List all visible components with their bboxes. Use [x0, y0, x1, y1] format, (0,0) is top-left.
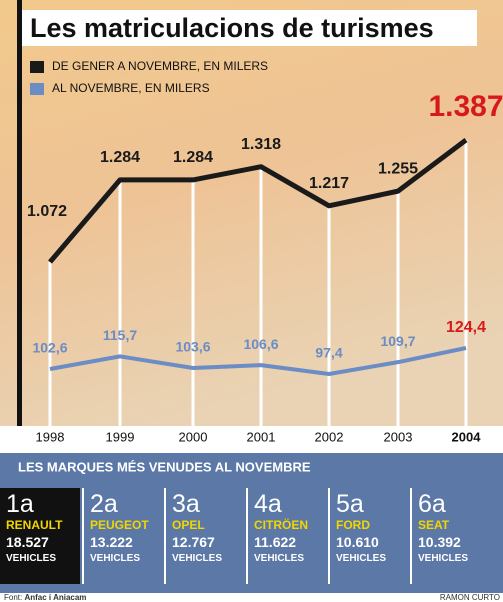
data-label: 124,4	[446, 319, 486, 336]
x-tick-label: 2003	[384, 429, 413, 444]
vehicle-count: 10.610	[336, 533, 408, 551]
infographic: Les matriculacions de turismes LES MARQU…	[0, 0, 503, 602]
data-label: 106,6	[243, 336, 278, 352]
legend-swatch	[30, 83, 44, 95]
ranking-title: LES MARQUES MÉS VENUDES AL NOVEMBRE	[18, 459, 311, 474]
brand: SEAT	[418, 518, 490, 533]
data-label: 1.387	[428, 90, 503, 123]
data-label: 97,4	[315, 345, 342, 361]
data-label: 115,7	[103, 327, 137, 343]
x-tick-label: 2000	[179, 429, 208, 444]
brand: RENAULT	[6, 518, 80, 533]
x-tick-label: 2004	[452, 429, 482, 444]
vehicle-count: 13.222	[90, 533, 162, 551]
x-tick-label: 2001	[247, 429, 276, 444]
brand: OPEL	[172, 518, 244, 533]
rank: 1a	[6, 490, 80, 518]
unit: VEHICLES	[6, 551, 80, 567]
unit: VEHICLES	[172, 551, 244, 567]
rank: 4a	[254, 490, 326, 518]
unit: VEHICLES	[254, 551, 326, 567]
chart-title: Les matriculacions de turismes	[30, 13, 434, 43]
data-label: 1.255	[378, 160, 418, 177]
brand: CITRÖEN	[254, 518, 326, 533]
vehicle-count: 10.392	[418, 533, 490, 551]
rank: 2a	[90, 490, 162, 518]
title-bar	[17, 0, 22, 426]
data-label: 102,6	[32, 340, 67, 356]
data-label: 1.284	[173, 149, 213, 166]
vehicle-count: 18.527	[6, 533, 80, 551]
x-tick-label: 1998	[36, 429, 65, 444]
data-label: 1.217	[309, 175, 349, 192]
rank: 5a	[336, 490, 408, 518]
unit: VEHICLES	[90, 551, 162, 567]
vehicle-count: 12.767	[172, 533, 244, 551]
vehicle-count: 11.622	[254, 533, 326, 551]
rank: 6a	[418, 490, 490, 518]
x-tick-label: 1999	[106, 429, 135, 444]
legend-label: AL NOVEMBRE, EN MILERS	[52, 81, 210, 95]
data-label: 1.284	[100, 149, 140, 166]
legend-swatch	[30, 61, 44, 73]
source-name: Anfac i Aniacam	[24, 593, 86, 602]
brand: PEUGEOT	[90, 518, 162, 533]
legend-label: DE GENER A NOVEMBRE, EN MILERS	[52, 59, 268, 73]
x-tick-label: 2002	[315, 429, 344, 444]
rank: 3a	[172, 490, 244, 518]
data-label: 1.318	[241, 136, 281, 153]
source-label: Font:	[4, 593, 22, 602]
unit: VEHICLES	[418, 551, 490, 567]
brand: FORD	[336, 518, 408, 533]
data-label: 109,7	[380, 333, 415, 349]
data-label: 103,6	[175, 339, 210, 355]
data-label: 1.072	[27, 203, 67, 220]
credit: RAMON CURTO	[440, 593, 500, 602]
source: Font: Anfac i Aniacam	[4, 593, 86, 602]
unit: VEHICLES	[336, 551, 408, 567]
